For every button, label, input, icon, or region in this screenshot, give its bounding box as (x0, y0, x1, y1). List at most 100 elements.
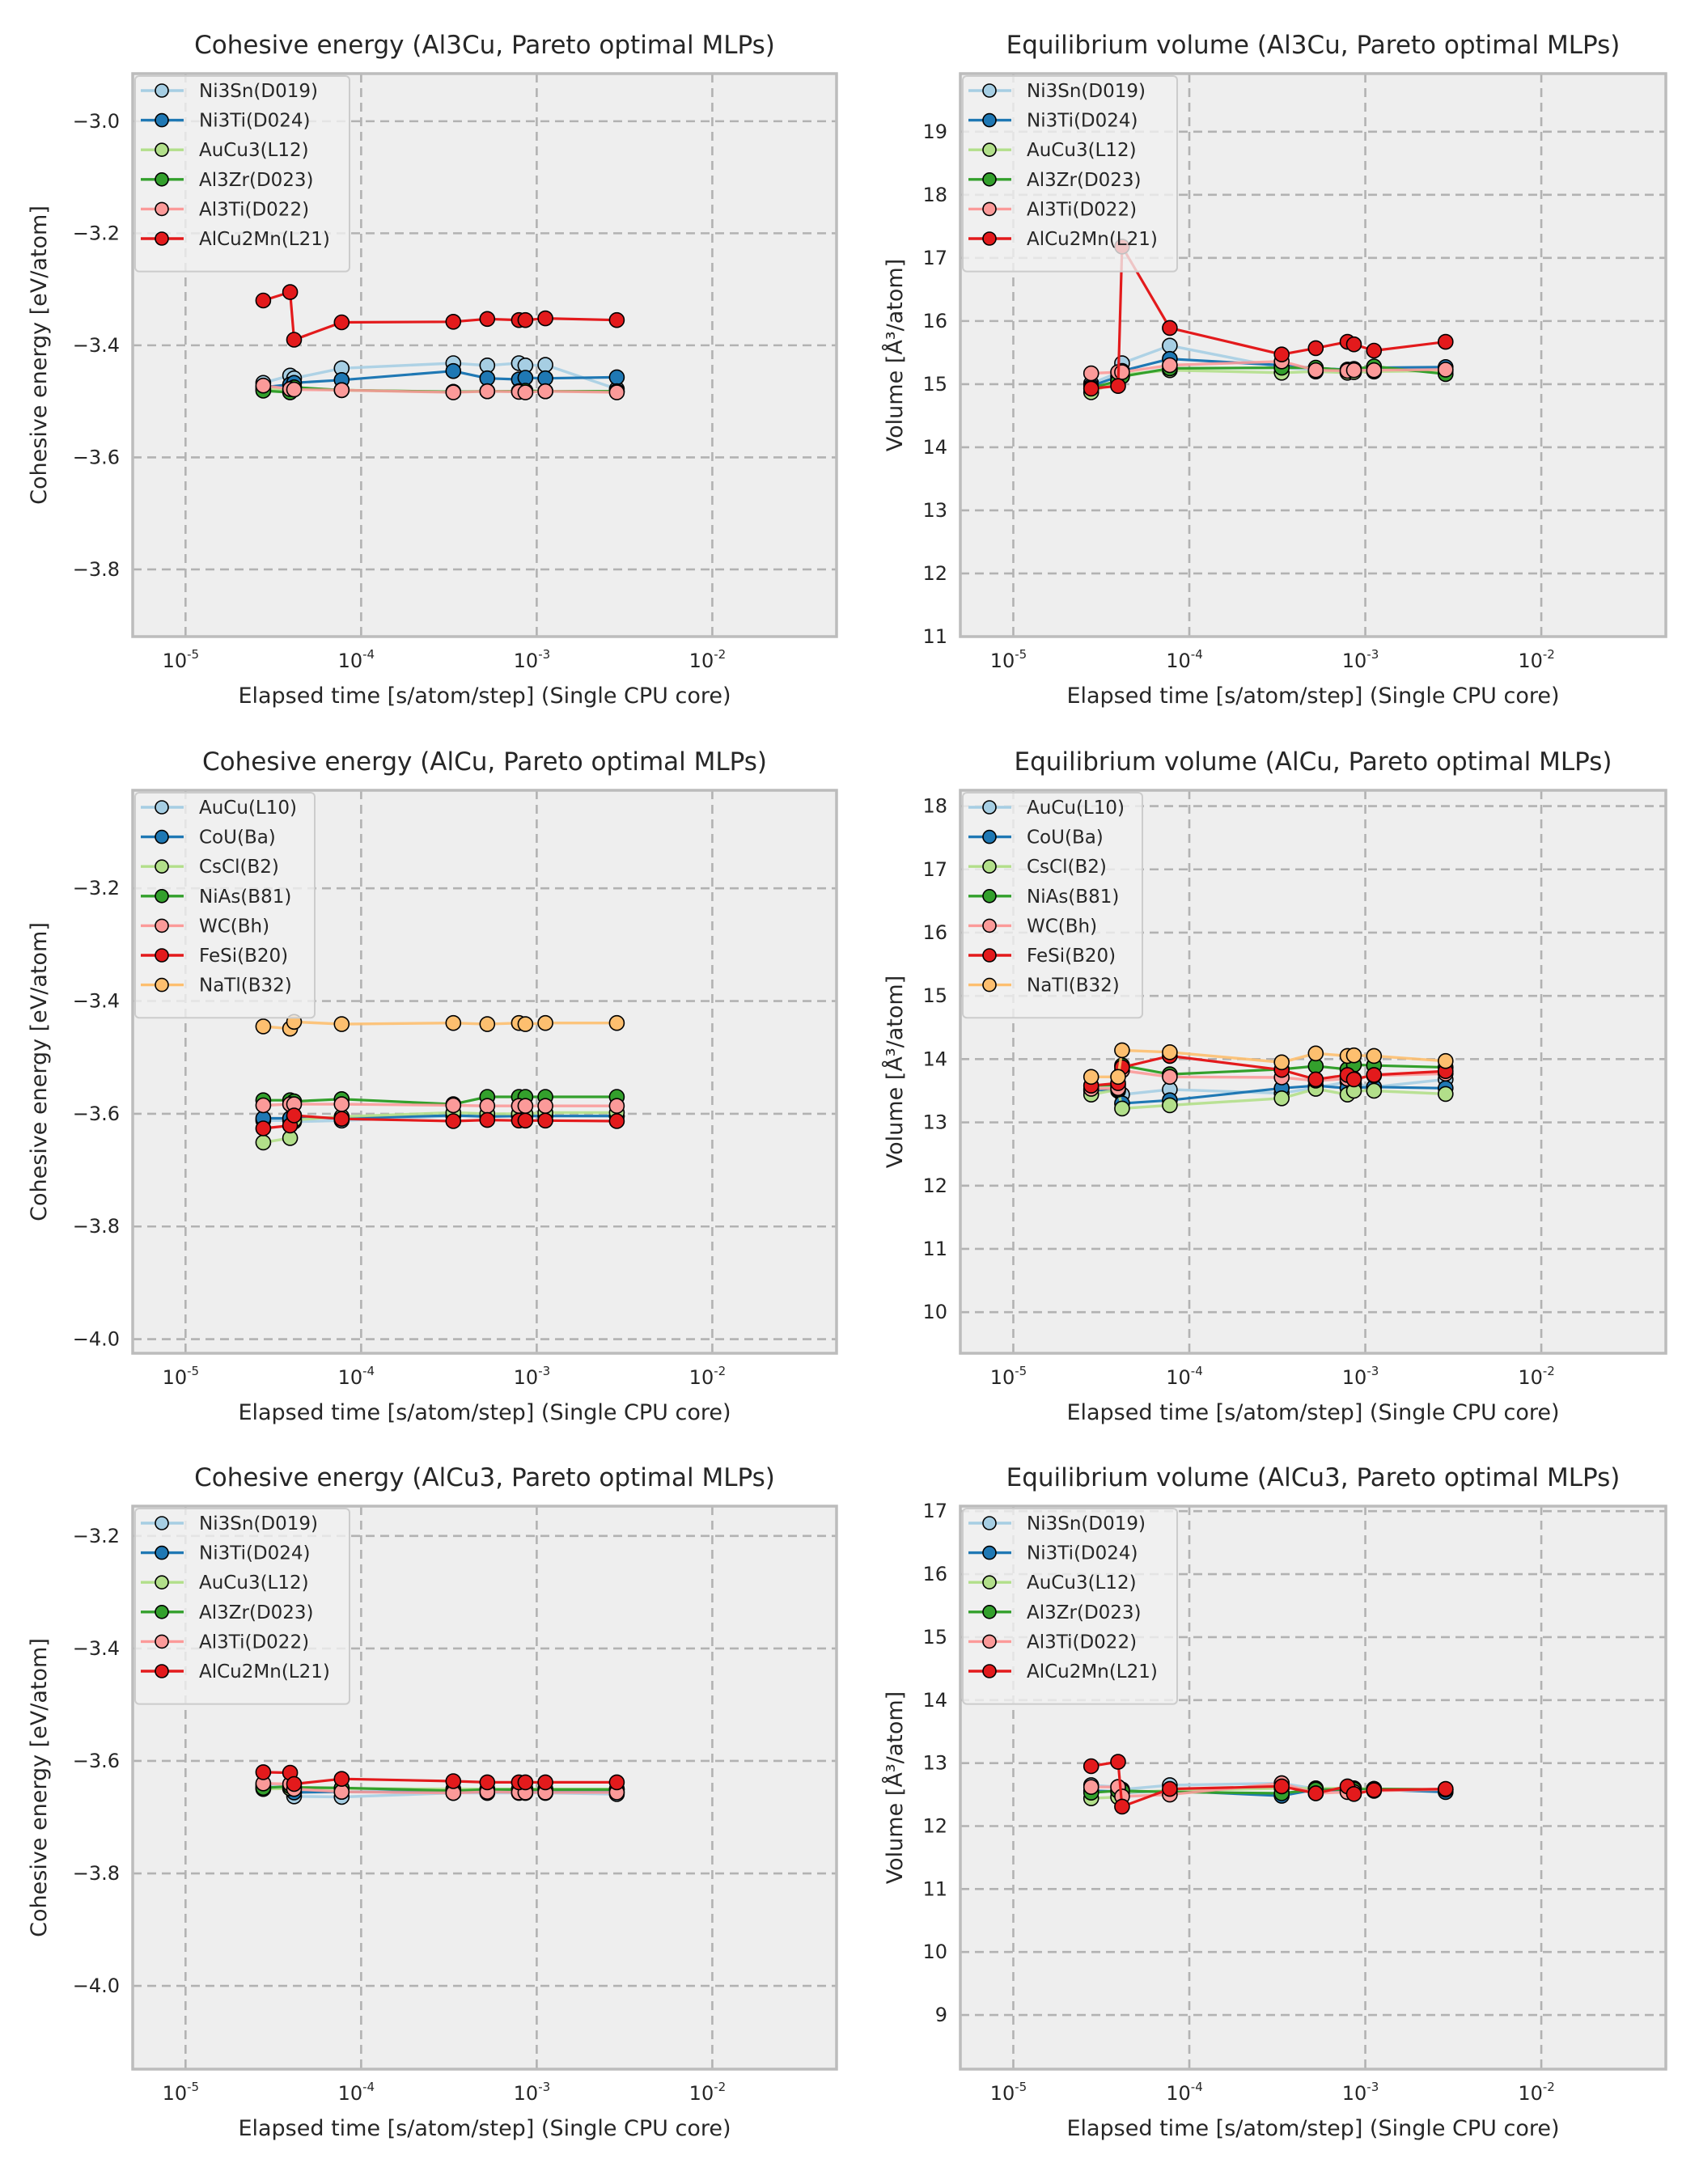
x-tick-label: 10-4 (338, 2080, 375, 2105)
data-point (1114, 1100, 1130, 1117)
chart-volume-alcu3: Equilibrium volume (AlCu3, Pareto optima… (882, 1463, 1667, 2141)
legend-item: Ni3Ti(D024) (141, 1543, 311, 1564)
x-tick-label: 10-4 (1166, 1364, 1203, 1389)
legend-marker (155, 1516, 169, 1530)
data-point (333, 382, 350, 399)
series-group (255, 1014, 625, 1151)
x-tick-exponent: -2 (714, 2080, 726, 2094)
x-tick-label: 10-5 (163, 2080, 200, 2105)
legend-item: WC(Bh) (968, 916, 1097, 937)
data-point (255, 1097, 272, 1114)
x-tick-base: 10 (163, 1366, 188, 1389)
axes-frame (959, 789, 1667, 1355)
x-tick-label: 10-3 (1342, 647, 1379, 672)
legend-frame (134, 792, 316, 1019)
legend-item: AlCu2Mn(L21) (141, 1661, 330, 1682)
data-point (517, 1016, 534, 1032)
x-tick-label: 10-2 (1518, 2080, 1555, 2105)
legend-marker (982, 889, 997, 904)
legend-label: Ni3Ti(D024) (1027, 1543, 1138, 1564)
legend-label: Ni3Ti(D024) (199, 1543, 311, 1564)
y-axis-label: Volume [Å³/atom] (882, 976, 908, 1168)
legend-marker (982, 1575, 997, 1589)
legend-item: CoU(Ba) (141, 827, 276, 849)
data-point (517, 1098, 534, 1114)
legend-marker (982, 112, 997, 128)
legend-marker (155, 1605, 169, 1619)
data-point (286, 1107, 303, 1124)
x-tick-base: 10 (514, 650, 539, 672)
legend-item: Al3Ti(D022) (141, 1632, 309, 1653)
x-tick-label: 10-3 (1342, 1364, 1379, 1389)
legend-marker (155, 231, 169, 246)
axes-frame (131, 789, 838, 1355)
y-tick-label: 15 (922, 1626, 947, 1649)
x-tick-label: 10-3 (514, 1364, 551, 1389)
legend-label: FeSi(B20) (1027, 946, 1116, 967)
legend-label: CoU(Ba) (1027, 827, 1104, 849)
x-axis-label: Elapsed time [s/atom/step] (Single CPU c… (1066, 2116, 1559, 2141)
legend-label: Al3Ti(D022) (199, 1632, 309, 1653)
axes-frame (959, 1505, 1667, 2071)
legend-label: Ni3Sn(D019) (199, 1513, 318, 1534)
x-tick-label: 10-4 (1166, 647, 1203, 672)
legend-marker (982, 1545, 997, 1560)
legend-marker (155, 112, 169, 128)
data-point (1345, 1047, 1362, 1064)
legend-marker (155, 83, 169, 98)
legend-marker (155, 142, 169, 157)
y-tick-label: −3.6 (73, 1103, 120, 1125)
legend-marker (982, 231, 997, 246)
data-point (517, 1774, 534, 1791)
legend-item: Ni3Sn(D019) (141, 1513, 318, 1534)
legend-label: Ni3Sn(D019) (1027, 81, 1146, 102)
legend: Ni3Sn(D019) Ni3Ti(D024) AuCu3(L12) Al3Zr(D0… (134, 1508, 350, 1705)
legend-item: AuCu(L10) (968, 798, 1125, 819)
legend-label: AlCu2Mn(L21) (199, 1661, 330, 1682)
legend-marker (155, 918, 169, 933)
legend-label: Al3Ti(D022) (1027, 1632, 1137, 1653)
y-tick-label: 9 (935, 2004, 947, 2026)
data-point (445, 1773, 462, 1789)
data-point (1114, 364, 1130, 380)
data-point (1162, 1044, 1178, 1060)
legend-label: Al3Zr(D023) (199, 170, 314, 191)
x-tick-exponent: -4 (1191, 1364, 1203, 1378)
legend-frame (134, 75, 350, 273)
x-tick-label: 10-4 (1166, 2080, 1203, 2105)
x-tick-exponent: -3 (538, 2080, 550, 2094)
chart-title: Cohesive energy (AlCu, Pareto optimal ML… (202, 747, 767, 777)
x-tick-base: 10 (689, 650, 714, 672)
x-tick-label: 10-4 (338, 1364, 375, 1389)
data-point (255, 377, 272, 394)
legend-marker (982, 977, 997, 993)
gridlines (133, 790, 837, 1353)
x-tick-label: 10-5 (990, 647, 1027, 672)
data-point (1162, 1097, 1178, 1114)
legend-marker (982, 918, 997, 933)
y-tick-label: 11 (922, 1238, 947, 1260)
legend-frame (962, 1508, 1178, 1705)
legend-item: NaTl(B32) (968, 976, 1120, 997)
data-point (1345, 362, 1362, 379)
x-tick-base: 10 (1518, 2082, 1543, 2105)
x-axis-label: Elapsed time [s/atom/step] (Single CPU c… (238, 1400, 731, 1425)
legend-label: FeSi(B20) (199, 946, 288, 967)
data-point (479, 383, 496, 400)
legend-item: Al3Ti(D022) (968, 1632, 1137, 1653)
legend-marker (155, 1634, 169, 1649)
legend-item: WC(Bh) (141, 916, 269, 937)
subplot-grid: Cohesive energy (Al3Cu, Pareto optimal M… (27, 31, 1667, 2141)
data-point (255, 1018, 272, 1035)
x-axis-label: Elapsed time [s/atom/step] (Single CPU c… (238, 684, 731, 709)
legend-marker (982, 142, 997, 157)
x-tick-label: 10-2 (1518, 647, 1555, 672)
legend-item: NaTl(B32) (141, 976, 292, 997)
series-group (1083, 1042, 1454, 1117)
legend-item: Ni3Ti(D024) (141, 111, 311, 132)
y-tick-label: 12 (922, 1175, 947, 1197)
legend-label: Al3Zr(D023) (1027, 170, 1142, 191)
legend-item: Al3Zr(D023) (141, 1602, 314, 1623)
legend-marker (155, 1575, 169, 1589)
data-point (608, 384, 625, 400)
